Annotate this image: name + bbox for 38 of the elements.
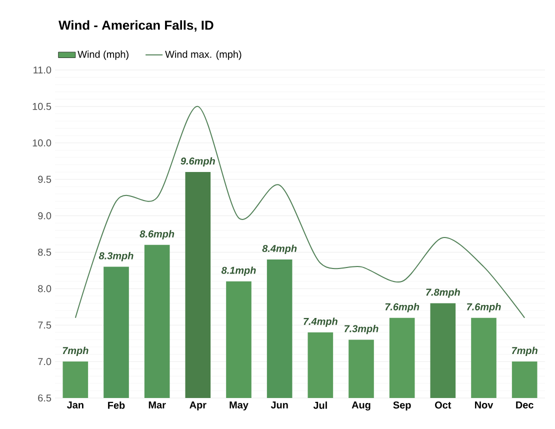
data-label: 7mph xyxy=(62,346,88,356)
y-tick-label: 9.0 xyxy=(38,212,52,220)
x-tick-label: Jun xyxy=(270,402,288,408)
y-tick-label: 7.0 xyxy=(38,358,52,366)
x-tick-label: Dec xyxy=(516,402,534,408)
y-tick-label: 9.5 xyxy=(38,176,52,183)
x-tick-label: Nov xyxy=(475,402,494,408)
y-tick-label: 8.0 xyxy=(38,285,52,292)
data-label: 8.3mph xyxy=(98,252,134,262)
y-tick-label: 11.0 xyxy=(34,66,52,74)
data-label: 7.6mph xyxy=(385,303,420,312)
data-label: 7mph xyxy=(512,346,538,356)
x-tick-label: Oct xyxy=(435,402,452,409)
data-label: 7.6mph xyxy=(467,303,501,312)
legend-label: Wind (mph) xyxy=(78,50,128,60)
line-series xyxy=(74,106,526,318)
data-label: 9.6mph xyxy=(180,157,215,167)
legend-label: Wind max. (mph) xyxy=(165,50,242,60)
y-tick-label: 7.5 xyxy=(38,322,52,329)
x-tick-label: Jan xyxy=(66,402,84,408)
data-label: 7.3mph xyxy=(344,324,378,334)
y-tick-label: 10.0 xyxy=(32,139,52,146)
x-tick-label: Sep xyxy=(393,402,411,411)
data-label: 8.4mph xyxy=(262,244,297,254)
data-label: 7.4mph xyxy=(304,318,338,327)
y-tick-label: 10.5 xyxy=(32,102,52,110)
y-tick-label: 8.5 xyxy=(38,248,52,256)
x-tick-label: Aug xyxy=(352,402,370,410)
x-tick-label: Feb xyxy=(108,402,125,409)
y-tick-label: 6.5 xyxy=(38,394,52,402)
data-label: 8.6mph xyxy=(140,230,174,240)
x-tick-label: Jul xyxy=(313,402,327,409)
x-tick-label: May xyxy=(230,402,248,410)
data-label: 8.1mph xyxy=(221,266,256,276)
chart-title: Wind - American Falls, ID xyxy=(58,20,214,32)
x-tick-label: Apr xyxy=(190,402,206,410)
data-label: 7.8mph xyxy=(426,288,460,298)
x-tick-label: Mar xyxy=(148,402,166,408)
